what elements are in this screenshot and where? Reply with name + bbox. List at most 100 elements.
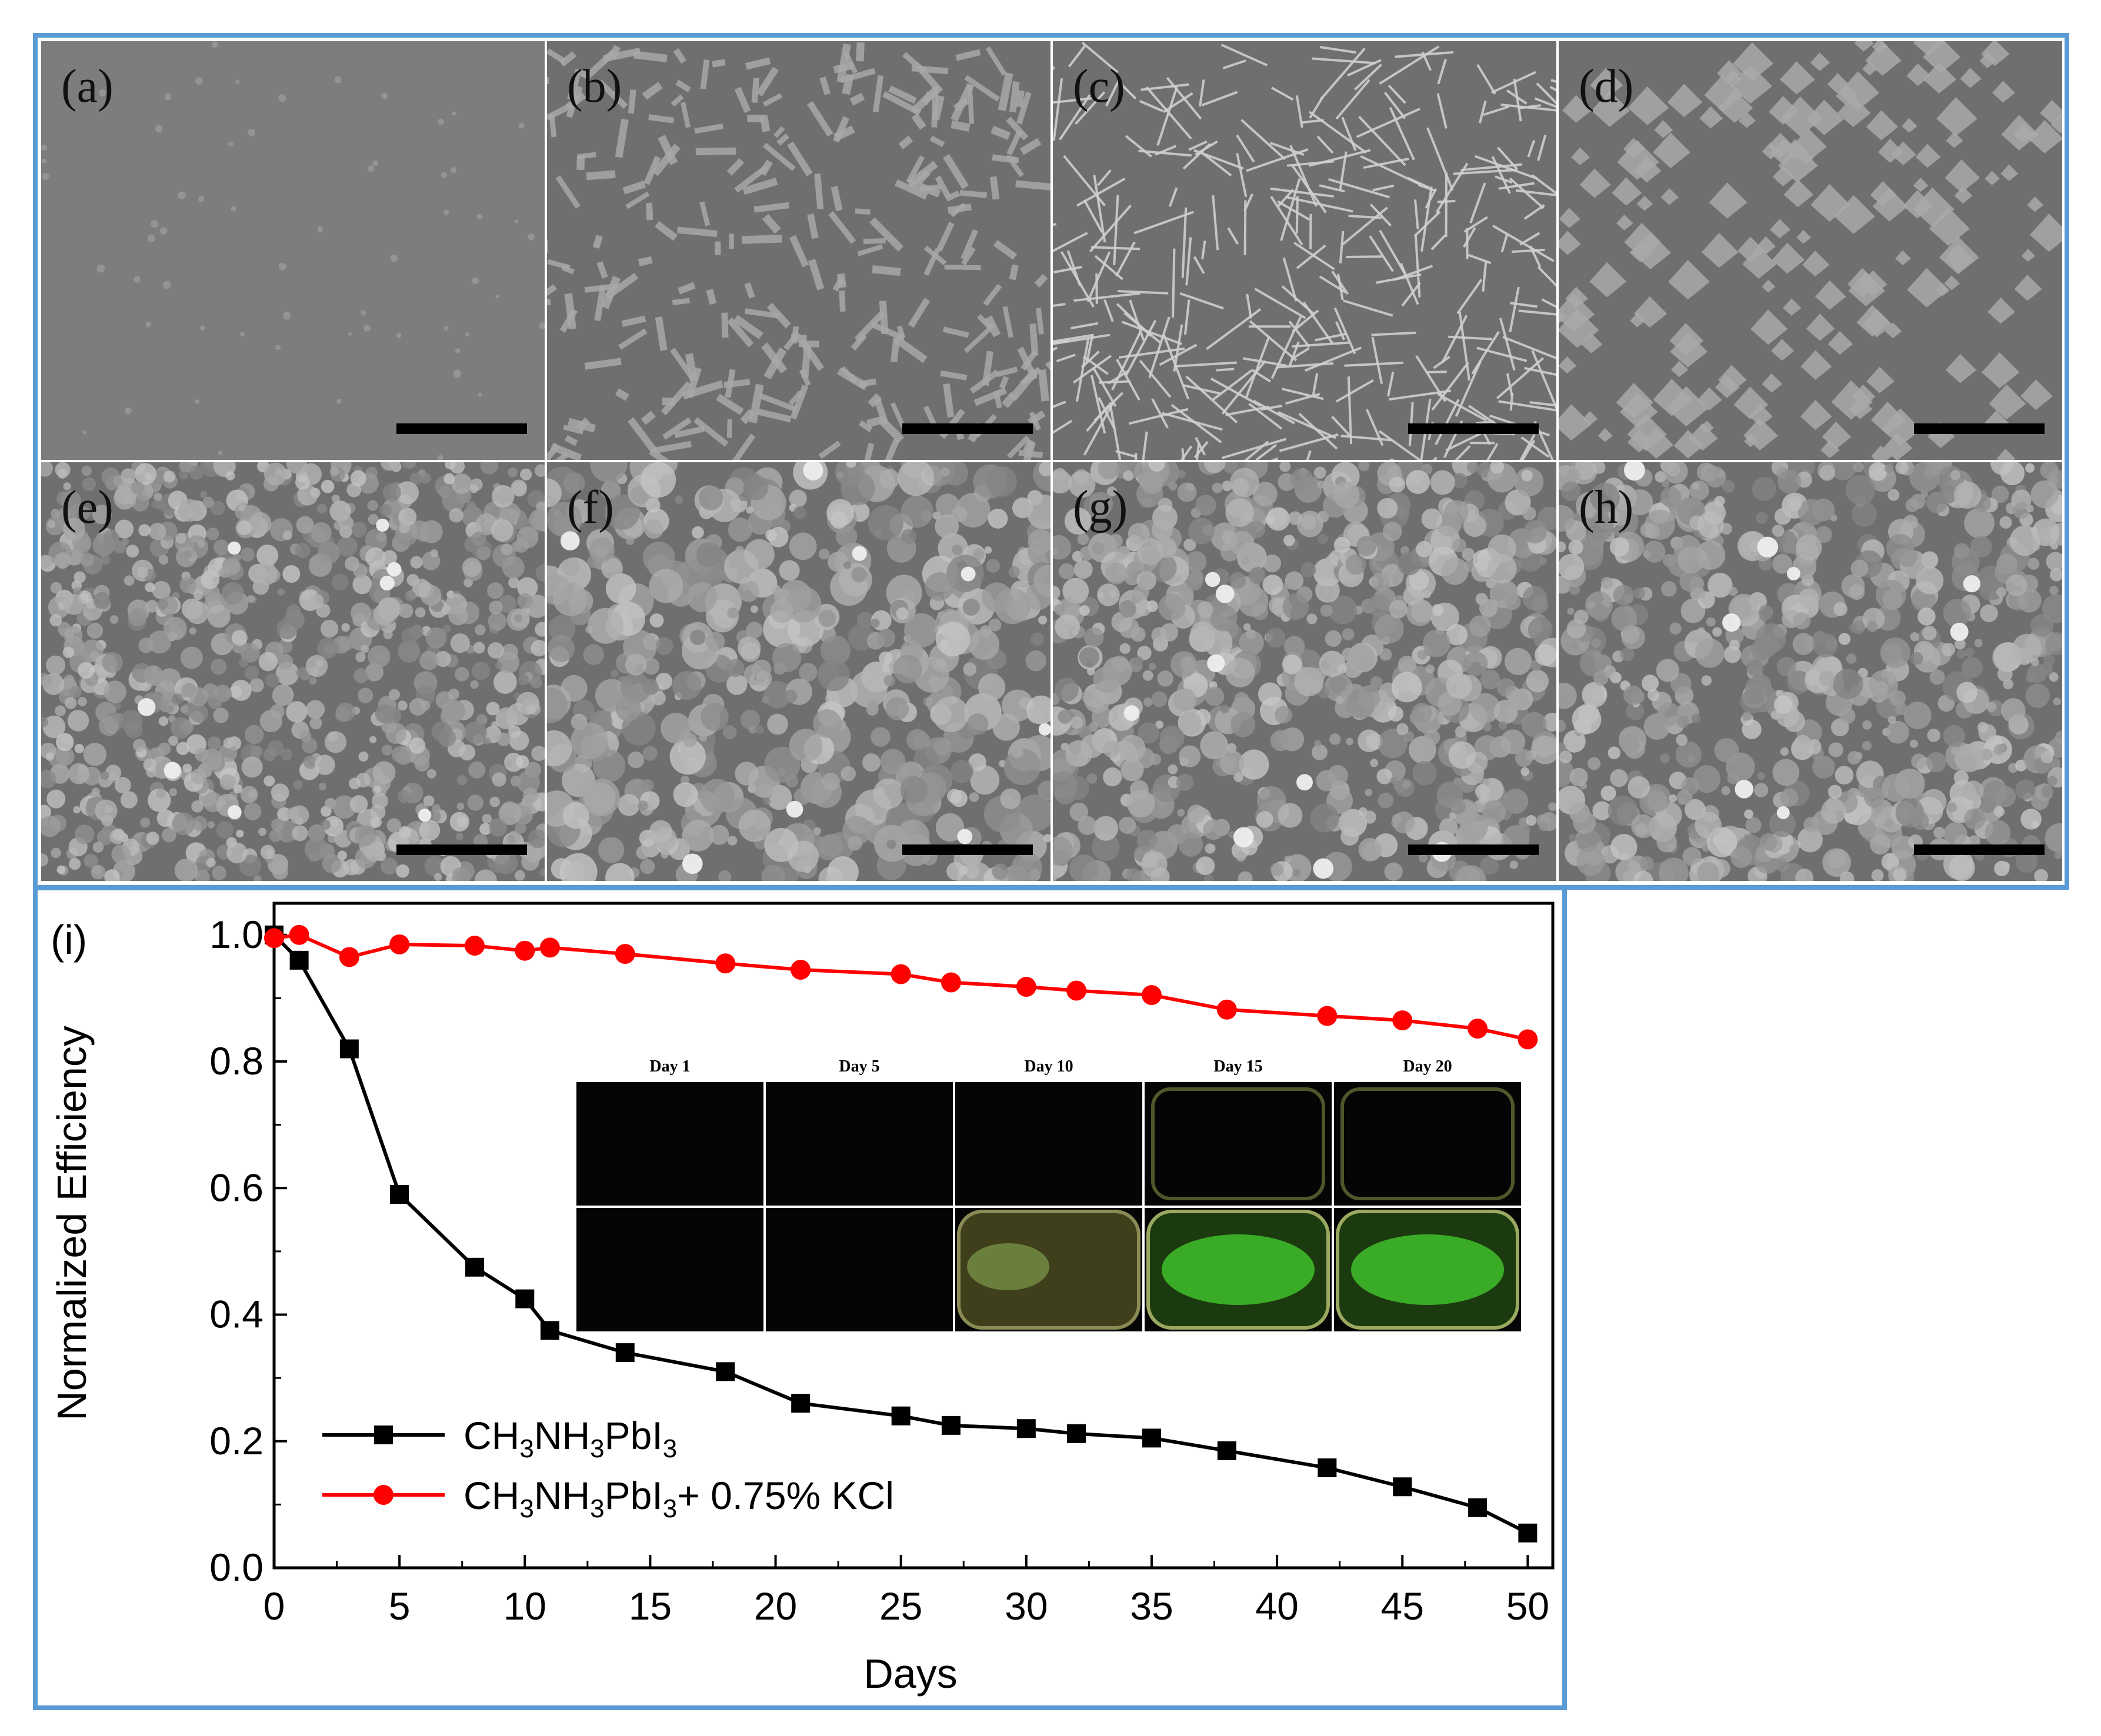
inset-photo (1334, 1082, 1521, 1206)
panel-label: (i) (51, 917, 87, 963)
scale-bar (396, 844, 527, 855)
inset-day-label: Day 15 (1213, 1057, 1262, 1076)
inset-photo (576, 1082, 763, 1206)
scale-bar (1914, 844, 2045, 855)
sem-panel-label: (b) (567, 61, 622, 112)
y-tick-label: 0.0 (209, 1545, 264, 1589)
x-tick-label: 5 (389, 1584, 411, 1628)
x-tick-label: 30 (1005, 1584, 1048, 1628)
sem-panel: (f) (547, 462, 1050, 881)
sem-panel-label: (e) (61, 482, 114, 533)
inset-day-label: Day 5 (839, 1057, 879, 1076)
scale-bar (1408, 844, 1539, 855)
data-point (791, 1394, 811, 1413)
scale-bar (1914, 423, 2045, 434)
y-tick-label: 0.8 (209, 1039, 264, 1083)
data-point (1142, 1428, 1161, 1448)
data-point (891, 1406, 911, 1425)
y-axis-title: Normalized Efficiency (49, 1026, 95, 1421)
data-point (289, 924, 309, 945)
inset-day-label: Day 20 (1403, 1057, 1452, 1076)
data-point (339, 947, 359, 967)
inset-photo (576, 1208, 763, 1331)
x-tick-label: 25 (879, 1584, 922, 1628)
x-tick-label: 40 (1255, 1584, 1298, 1628)
sem-panel: (d) (1559, 41, 2062, 460)
data-point (1468, 1019, 1488, 1039)
data-point (941, 972, 961, 993)
inset-photo-spot (1162, 1234, 1315, 1305)
data-point (1216, 999, 1237, 1020)
sem-panel-label: (a) (61, 61, 114, 112)
data-point (264, 928, 284, 949)
data-point (1468, 1498, 1488, 1517)
inset-photo-rim (1340, 1087, 1515, 1200)
legend-label: CH3NH3PbI3+ 0.75% KCl (463, 1474, 894, 1523)
data-point (515, 940, 535, 961)
data-point (615, 1343, 635, 1363)
y-tick-label: 0.2 (209, 1419, 264, 1463)
x-tick-label: 0 (264, 1584, 285, 1628)
x-tick-label: 35 (1130, 1584, 1173, 1628)
sem-panel-label: (g) (1073, 482, 1128, 533)
data-point (1392, 1010, 1413, 1031)
x-tick-label: 20 (754, 1584, 797, 1628)
inset-photo-spot (967, 1243, 1049, 1290)
x-tick-label: 15 (629, 1584, 672, 1628)
y-tick-label: 0.6 (209, 1166, 264, 1209)
data-point (1518, 1523, 1538, 1543)
inset-day-label: Day 1 (649, 1057, 690, 1076)
legend-marker (374, 1425, 393, 1444)
sem-panel: (e) (41, 462, 545, 881)
sem-texture (1053, 462, 1556, 881)
data-point (791, 960, 811, 980)
data-point (289, 950, 309, 970)
data-point (941, 1415, 961, 1435)
data-point (339, 1039, 359, 1059)
sem-panel: (b) (547, 41, 1050, 460)
sem-panel: (a) (41, 41, 545, 460)
data-point (1141, 985, 1162, 1006)
series-line (274, 933, 1529, 1041)
data-point (539, 937, 560, 958)
y-tick-label: 0.4 (209, 1293, 264, 1336)
inset-photo (955, 1082, 1142, 1206)
sem-texture (547, 41, 1050, 460)
series-layer (264, 924, 1538, 1543)
sem-panel-label: (c) (1073, 61, 1125, 112)
legend-label: CH3NH3PbI3 (463, 1414, 677, 1463)
inset-photo-grid: Day 1 Day 5 Day 10 Day 15 Day 20 (576, 1057, 1521, 1331)
inset-photo (766, 1208, 953, 1331)
sem-panel: (h) (1559, 462, 2062, 881)
sem-texture (547, 462, 1050, 881)
data-point (390, 1185, 409, 1204)
data-point (1067, 1424, 1086, 1443)
scale-bar (396, 423, 527, 434)
data-point (1317, 1006, 1338, 1026)
sem-panel-label: (f) (567, 482, 614, 533)
legend-marker (373, 1485, 393, 1505)
data-point (1518, 1029, 1538, 1050)
inset-photo-rim (1151, 1087, 1325, 1200)
scale-bar (1408, 423, 1539, 434)
data-point (465, 1257, 485, 1277)
x-tick-label: 45 (1381, 1584, 1424, 1628)
y-tick-label: 1.0 (209, 913, 264, 956)
data-point (465, 936, 485, 956)
data-point (1217, 1441, 1236, 1460)
data-point (715, 953, 736, 974)
scale-bar (902, 423, 1033, 434)
sem-texture (41, 41, 545, 460)
legend: CH3NH3PbI3 CH3NH3PbI3+ 0.75% KCl (322, 1414, 894, 1523)
inset-photo (1145, 1082, 1332, 1206)
x-axis-title: Days (863, 1651, 957, 1697)
sem-texture (1053, 41, 1556, 460)
sem-texture (41, 462, 545, 881)
sem-panel-label: (d) (1579, 61, 1634, 112)
axes: 0 5 10 15 20 25 30 35 40 45 50 0.0 0.2 0.4 0.6 0.8 1.0 (209, 902, 1555, 1628)
data-point (1393, 1477, 1412, 1497)
sem-texture (1559, 41, 2062, 460)
sem-texture (1559, 462, 2062, 881)
data-point (1066, 980, 1087, 1001)
sem-panel: (g) (1053, 462, 1556, 881)
